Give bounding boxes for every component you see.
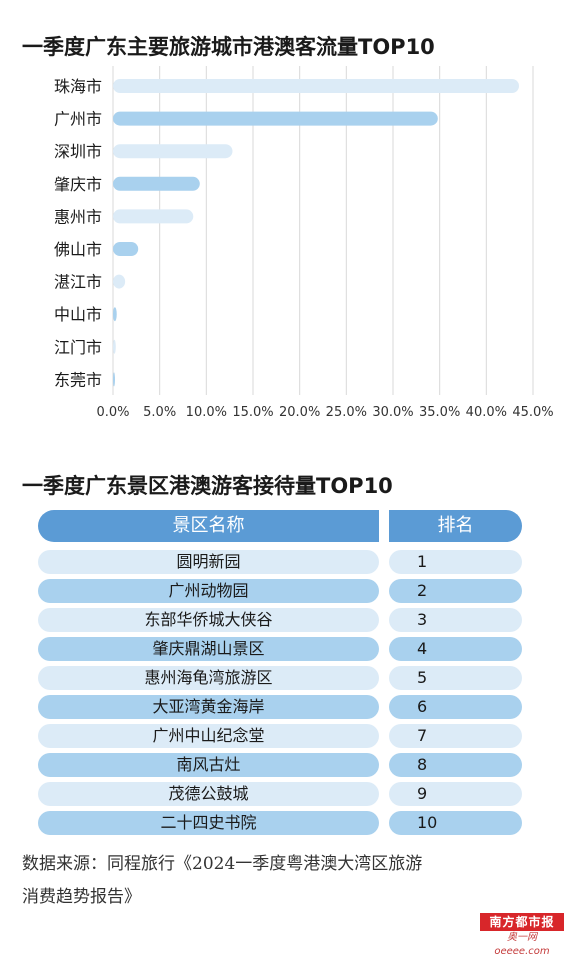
scenic-name-cell: 广州动物园 bbox=[38, 579, 379, 603]
table-row: 肇庆鼎湖山景区 4 bbox=[38, 635, 522, 663]
newspaper-logo: 南方都市报 奥一网oeeee.com bbox=[480, 913, 564, 959]
scenic-name-cell: 二十四史书院 bbox=[38, 811, 379, 835]
rank-cell: 5 bbox=[389, 666, 522, 690]
bar-chart: 0.0% 5.0% 10.0% 15.0% 20.0% 25.0% 30.0% 35.0% 40… bbox=[54, 66, 554, 420]
scenic-name-cell: 肇庆鼎湖山景区 bbox=[38, 637, 379, 661]
bar bbox=[113, 339, 116, 354]
table-title: 一季度广东景区港澳游客接待量TOP10 bbox=[22, 474, 393, 498]
chart-title: 一季度广东主要旅游城市港澳客流量TOP10 bbox=[22, 35, 435, 59]
rank-cell: 9 bbox=[389, 782, 522, 806]
category-label: 湛江市 bbox=[54, 273, 102, 292]
scenic-name-cell: 圆明新园 bbox=[38, 550, 379, 574]
bar bbox=[113, 144, 233, 159]
rank-cell: 8 bbox=[389, 753, 522, 777]
data-source: 数据来源：同程旅行《2024一季度粤港澳大湾区旅游 消费趋势报告》 bbox=[22, 848, 562, 914]
table-row: 惠州海龟湾旅游区 5 bbox=[38, 664, 522, 692]
rank-cell: 6 bbox=[389, 695, 522, 719]
category-label: 珠海市 bbox=[54, 77, 102, 96]
x-tick-label: 15.0% bbox=[232, 405, 273, 420]
bar bbox=[113, 209, 194, 224]
table-row: 大亚湾黄金海岸 6 bbox=[38, 693, 522, 721]
header-rank: 排名 bbox=[389, 510, 522, 542]
table-row: 广州动物园 2 bbox=[38, 577, 522, 605]
category-label: 江门市 bbox=[54, 338, 102, 357]
logo-text: 南方都市报 bbox=[480, 913, 564, 931]
bar bbox=[113, 79, 519, 93]
x-tick-label: 40.0% bbox=[466, 405, 507, 420]
bar bbox=[113, 111, 438, 126]
table-row: 二十四史书院 10 bbox=[38, 809, 522, 837]
category-label: 佛山市 bbox=[54, 240, 102, 259]
rank-cell: 4 bbox=[389, 637, 522, 661]
x-tick-label: 45.0% bbox=[512, 405, 553, 420]
category-label: 惠州市 bbox=[54, 207, 102, 226]
x-tick-label: 20.0% bbox=[279, 405, 320, 420]
bar bbox=[113, 242, 139, 256]
category-label: 肇庆市 bbox=[54, 175, 102, 194]
table-row: 东部华侨城大侠谷 3 bbox=[38, 606, 522, 634]
logo-sub: 奥一网oeeee.com bbox=[494, 932, 550, 957]
table-header: 景区名称 排名 bbox=[38, 510, 522, 544]
category-label: 东莞市 bbox=[54, 370, 102, 389]
scenic-name-cell: 广州中山纪念堂 bbox=[38, 724, 379, 748]
scenic-name-cell: 东部华侨城大侠谷 bbox=[38, 608, 379, 632]
rank-cell: 2 bbox=[389, 579, 522, 603]
ranking-table: 景区名称 排名 圆明新园 1 广州动物园 2 东部华侨城大侠谷 3 肇庆鼎湖山景区 4 惠州海龟… bbox=[38, 510, 522, 838]
bar bbox=[113, 307, 117, 322]
category-label: 广州市 bbox=[54, 110, 102, 129]
source-line-2: 消费趋势报告》 bbox=[22, 887, 141, 907]
table-row: 南风古灶 8 bbox=[38, 751, 522, 779]
scenic-name-cell: 大亚湾黄金海岸 bbox=[38, 695, 379, 719]
rank-cell: 7 bbox=[389, 724, 522, 748]
x-tick-label: 5.0% bbox=[143, 405, 176, 420]
category-label: 深圳市 bbox=[54, 142, 102, 161]
rank-cell: 3 bbox=[389, 608, 522, 632]
source-line-1: 数据来源：同程旅行《2024一季度粤港澳大湾区旅游 bbox=[22, 854, 423, 874]
category-label: 中山市 bbox=[54, 305, 102, 324]
scenic-name-cell: 惠州海龟湾旅游区 bbox=[38, 666, 379, 690]
bar bbox=[113, 274, 126, 289]
rank-cell: 1 bbox=[389, 550, 522, 574]
x-tick-label: 25.0% bbox=[326, 405, 367, 420]
table-row: 圆明新园 1 bbox=[38, 548, 522, 576]
bar bbox=[113, 176, 200, 191]
table-row: 广州中山纪念堂 7 bbox=[38, 722, 522, 750]
rank-cell: 10 bbox=[389, 811, 522, 835]
x-tick-label: 30.0% bbox=[372, 405, 413, 420]
x-tick-label: 35.0% bbox=[419, 405, 460, 420]
x-tick-label: 0.0% bbox=[96, 405, 129, 420]
scenic-name-cell: 茂德公鼓城 bbox=[38, 782, 379, 806]
bar bbox=[113, 372, 115, 387]
scenic-name-cell: 南风古灶 bbox=[38, 753, 379, 777]
x-tick-label: 10.0% bbox=[186, 405, 227, 420]
header-scenic-name: 景区名称 bbox=[38, 510, 379, 542]
table-row: 茂德公鼓城 9 bbox=[38, 780, 522, 808]
